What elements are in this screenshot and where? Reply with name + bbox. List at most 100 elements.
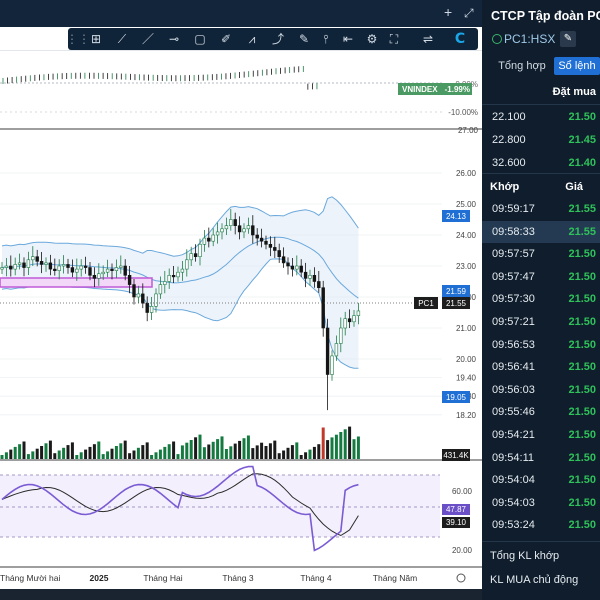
brush-icon[interactable]: ✐ (220, 32, 232, 46)
volume-bar (312, 446, 316, 459)
candle-body (330, 355, 334, 375)
tab-order-book[interactable]: Sổ lệnh (554, 57, 600, 75)
fullscreen-icon[interactable]: ⛶ (389, 32, 399, 46)
trade-row[interactable]: 09:58:33 21.55 (482, 220, 600, 243)
chart-title-bar: + ⤢ (0, 0, 482, 27)
crosshair-icon[interactable]: ⊞ (90, 32, 102, 46)
edit-icon[interactable]: ✎ (560, 31, 576, 47)
fibonacci-icon[interactable]: ⫯ (323, 32, 329, 46)
trade-price: 21.55 (568, 203, 596, 215)
share-icon[interactable]: ⇌ (422, 32, 434, 46)
logo-icon[interactable]: C (454, 31, 466, 47)
candle-body (339, 327, 343, 344)
rsi-ma-value: 39.10 (446, 518, 467, 527)
volume-bar (97, 441, 101, 459)
volume-bar (84, 449, 88, 459)
candle-body (273, 247, 277, 251)
x-label-feb: Tháng Hai (143, 573, 182, 583)
drawing-toolbar: ⋮⋮ ⊞ ⟋ ／ ⊸ ▢ ✐ ⩘ ⤴ ✎ ⫯ ⇤ ⚙ ⛶ ⇌ C (0, 27, 482, 51)
trade-row[interactable]: 09:56:53 21.50 (482, 334, 600, 356)
candle-body (13, 264, 17, 270)
drag-handle-icon[interactable]: ⋮⋮ (66, 32, 90, 46)
horizontal-line-icon[interactable]: ⊸ (168, 32, 180, 46)
trade-row[interactable]: 09:56:41 21.50 (482, 356, 600, 378)
trade-row[interactable]: 09:57:47 21.50 (482, 266, 600, 288)
settings-icon[interactable]: ⚙ (366, 32, 378, 46)
trade-row[interactable]: 09:57:57 21.50 (482, 243, 600, 265)
candle-body (79, 265, 83, 270)
x-label-2025: 2025 (90, 573, 109, 583)
index-change: -1.99% (445, 85, 470, 94)
candle-body (224, 225, 229, 230)
candle-body (321, 287, 325, 329)
candle-body (17, 262, 22, 265)
volume-bar (216, 439, 220, 459)
bb-mid-value: 21.59 (446, 287, 467, 296)
volume-bar (119, 443, 123, 459)
trade-row[interactable]: 09:54:21 21.50 (482, 424, 600, 446)
volume-bar (299, 455, 303, 459)
candle-body (251, 225, 255, 236)
add-icon[interactable]: + (444, 4, 453, 20)
volume-bar (136, 447, 140, 459)
candle-body (97, 273, 101, 279)
trade-time: 09:57:21 (492, 316, 535, 328)
bid-row[interactable]: 32.600 21.40 (482, 152, 600, 174)
price-tick: 26.00 (456, 169, 477, 178)
volume-bar (352, 439, 356, 459)
last-price-tag (442, 297, 470, 309)
trade-row[interactable]: 09:59:17 21.55 (482, 198, 600, 220)
trade-price: 21.50 (568, 316, 596, 328)
candle-body (167, 275, 171, 282)
trendline-icon[interactable]: ⟋ (117, 32, 127, 46)
candle-body (286, 262, 290, 267)
volume-bar (163, 446, 167, 459)
expand-icon[interactable]: ⤢ (464, 6, 474, 20)
match-price-header: Giá (565, 181, 583, 193)
trade-row[interactable]: 09:56:03 21.50 (482, 379, 600, 401)
trade-row[interactable]: 09:54:04 21.50 (482, 469, 600, 491)
pattern-icon[interactable]: ⩘ (248, 32, 256, 46)
rsi-tick-60: 60.00 (452, 487, 473, 496)
candle-body (211, 234, 215, 242)
measure-icon[interactable]: ⇤ (342, 32, 354, 46)
path-icon[interactable]: ⤴ (271, 32, 284, 46)
volume-bar (22, 441, 26, 459)
price-tick: 18.20 (456, 411, 477, 420)
candle-body (66, 264, 70, 268)
candle-body (92, 275, 97, 279)
volume-bar (123, 440, 127, 459)
axis-settings-icon[interactable] (456, 573, 466, 583)
ticker-link[interactable]: PC1:HSX (492, 32, 555, 46)
rectangle-icon[interactable]: ▢ (194, 32, 206, 46)
bb-upper-value-tag (442, 210, 470, 222)
candle-body (57, 265, 61, 271)
pencil-icon[interactable]: ✎ (298, 32, 310, 46)
volume-bar (343, 429, 347, 459)
volume-bar (330, 437, 334, 459)
trade-price: 21.50 (568, 248, 596, 261)
volume-bar (246, 435, 250, 459)
price-tick: 19.40 (456, 374, 477, 383)
trade-time: 09:56:41 (492, 361, 535, 374)
bid-row[interactable]: 22.800 21.45 (482, 129, 600, 151)
bid-volume: 32.600 (492, 157, 526, 169)
ray-icon[interactable]: ／ (141, 32, 154, 46)
trade-row[interactable]: 09:55:46 21.50 (482, 401, 600, 423)
volume-bar (273, 440, 277, 459)
trade-time: 09:53:24 (492, 519, 535, 532)
trade-row[interactable]: 09:53:24 21.50 (482, 514, 600, 536)
candle-body (9, 265, 13, 270)
trade-row[interactable]: 09:57:21 21.50 (482, 311, 600, 333)
candle-body (4, 265, 9, 268)
tab-summary[interactable]: Tổng hợp (498, 60, 546, 72)
trade-row[interactable]: 09:54:11 21.50 (482, 447, 600, 469)
trade-price: 21.50 (568, 338, 596, 351)
volume-bar (66, 445, 70, 459)
support-zone[interactable] (0, 277, 153, 288)
bid-row[interactable]: 22.100 21.50 (482, 106, 600, 128)
price-chart[interactable]: 0.00% -10.00% VNINDEX -1.99% 27.00 26.00… (0, 51, 482, 600)
trade-row[interactable]: 09:54:03 21.50 (482, 492, 600, 514)
volume-bar (57, 450, 61, 459)
trade-row[interactable]: 09:57:30 21.50 (482, 288, 600, 310)
